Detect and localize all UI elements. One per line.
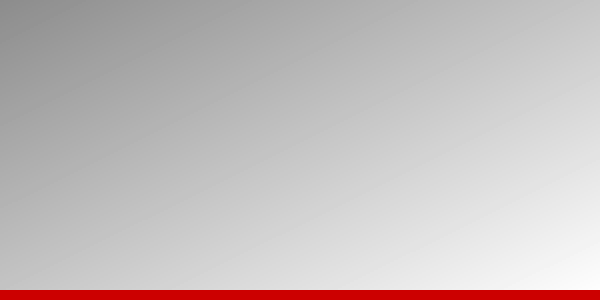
Text: 8.5: 8.5 (559, 44, 575, 54)
Bar (556, 57, 578, 270)
Bar (370, 112, 394, 270)
Bar (259, 130, 282, 270)
Text: 4.65: 4.65 (111, 140, 134, 150)
Bar (482, 92, 505, 270)
Bar (518, 82, 542, 270)
Bar (74, 188, 97, 270)
Y-axis label: Market Value in USD Billion: Market Value in USD Billion (7, 75, 17, 226)
Bar (185, 143, 208, 270)
Bar (296, 125, 319, 270)
Text: Cell Analysis Instrument Market: Cell Analysis Instrument Market (91, 7, 355, 25)
Bar (37, 194, 60, 270)
Bar (445, 99, 467, 270)
Bar (148, 147, 171, 270)
Text: 4.89: 4.89 (148, 134, 171, 144)
Bar (334, 118, 356, 270)
Bar (407, 106, 430, 270)
Bar (222, 137, 245, 270)
Bar (111, 153, 134, 270)
